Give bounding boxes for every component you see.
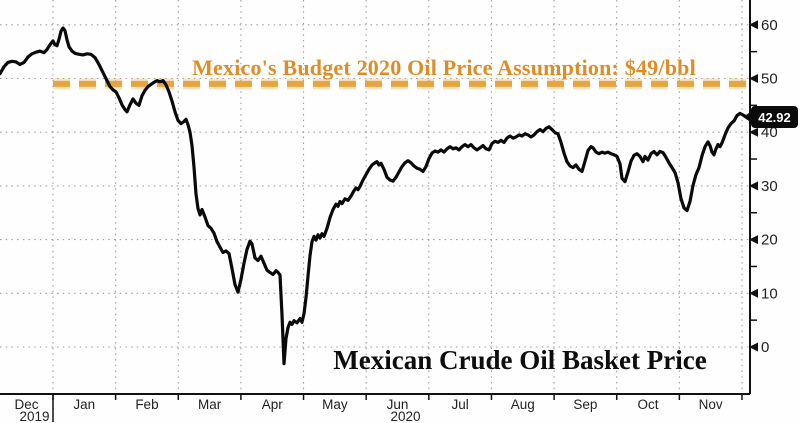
y-axis-label: 50 bbox=[761, 71, 778, 88]
x-axis-label: Feb bbox=[135, 397, 158, 412]
x-axis-label: Dec bbox=[14, 397, 38, 412]
x-axis-year-label: 2020 bbox=[390, 409, 420, 423]
y-axis-label: 10 bbox=[761, 285, 778, 302]
y-axis-label: 60 bbox=[761, 17, 778, 34]
last-price-value: 42.92 bbox=[758, 109, 791, 125]
x-axis-label: Mar bbox=[198, 397, 222, 412]
x-axis-label: Nov bbox=[699, 397, 723, 412]
x-axis-label: May bbox=[322, 397, 348, 412]
y-axis-label: 30 bbox=[761, 178, 778, 195]
x-axis-label: Oct bbox=[638, 397, 659, 412]
y-tick-arrow bbox=[749, 342, 758, 352]
x-axis-label: Jul bbox=[452, 397, 469, 412]
last-price-badge: 42.92 bbox=[743, 106, 798, 128]
price-line bbox=[0, 26, 750, 366]
y-tick-arrow bbox=[749, 127, 758, 137]
y-axis-label: 0 bbox=[761, 339, 769, 356]
x-axis-year-label: 2019 bbox=[19, 409, 49, 423]
y-tick-arrow bbox=[749, 74, 758, 83]
x-axis-label: Apr bbox=[262, 397, 284, 412]
x-axis-label: Aug bbox=[511, 397, 535, 412]
budget-assumption-annotation: Mexico's Budget 2020 Oil Price Assumptio… bbox=[192, 55, 696, 80]
y-tick-arrow bbox=[749, 181, 758, 191]
chart-title: Mexican Crude Oil Basket Price bbox=[333, 345, 707, 375]
y-axis-label: 20 bbox=[761, 232, 778, 249]
x-axis-label: Jun bbox=[387, 397, 409, 412]
y-tick-arrow bbox=[749, 235, 758, 245]
x-axis-label: Sep bbox=[573, 397, 597, 412]
y-tick-arrow bbox=[749, 288, 758, 298]
y-axis-label: 40 bbox=[761, 124, 778, 141]
x-axis-label: Jan bbox=[73, 397, 95, 412]
y-tick-arrow bbox=[749, 20, 758, 30]
